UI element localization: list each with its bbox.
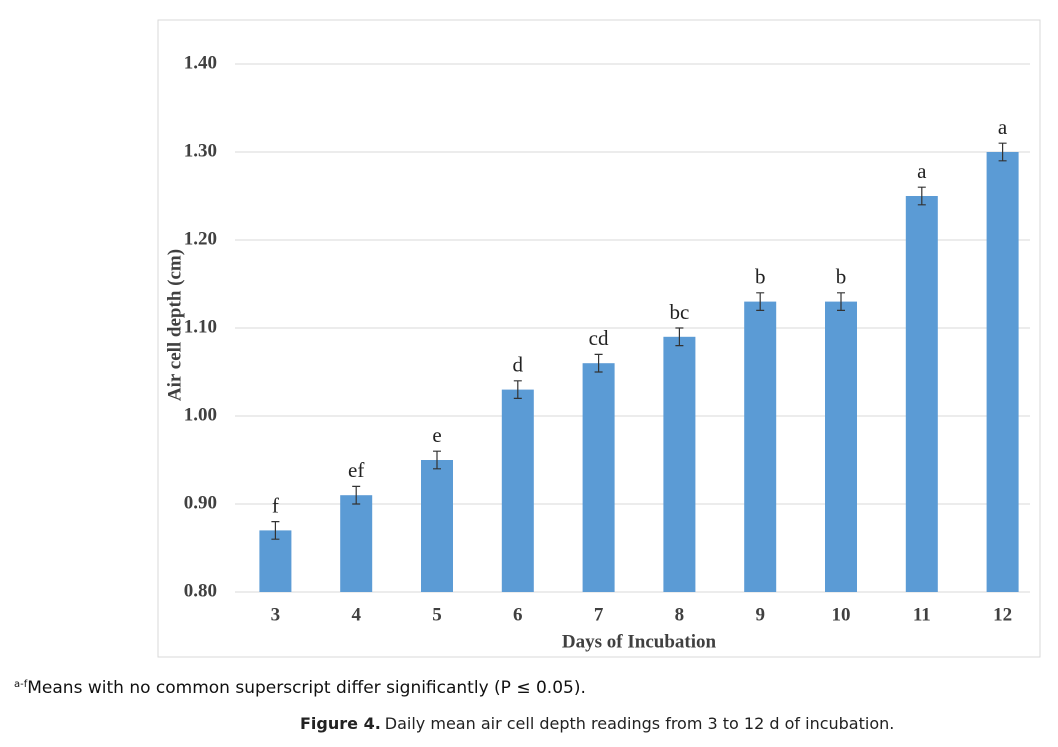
y-tick-label: 1.20 [184, 228, 217, 249]
x-tick-label: 4 [351, 604, 361, 625]
footnote-text: Means with no common superscript differ … [27, 678, 586, 698]
bar [421, 460, 453, 592]
caption-text: Daily mean air cell depth readings from … [384, 714, 895, 733]
error-bar [594, 353, 603, 373]
caption: Figure 4. Daily mean air cell depth readi… [300, 714, 894, 733]
x-tick-label: 7 [594, 604, 604, 625]
error-bar [513, 380, 522, 399]
error-bar [917, 186, 926, 206]
y-tick-label: 1.10 [184, 316, 217, 337]
error-bar [998, 142, 1007, 162]
x-axis-label: Days of Incubation [562, 631, 717, 652]
footnote: a-fMeans with no common superscript diff… [14, 678, 586, 698]
y-tick-label: 0.80 [184, 580, 217, 601]
chart-frame [157, 19, 1041, 658]
x-tick-label: 9 [755, 604, 765, 625]
significance-letter: bc [669, 300, 689, 324]
x-tick-label: 3 [271, 604, 281, 625]
y-tick-label: 0.90 [184, 492, 217, 513]
bar [825, 301, 857, 592]
x-tick-label: 11 [913, 604, 931, 625]
significance-letter: f [272, 493, 279, 517]
y-tick-label: 1.40 [184, 52, 217, 73]
bar [501, 389, 534, 592]
x-tick-label: 8 [675, 604, 685, 625]
error-bar [433, 450, 441, 470]
bar [744, 301, 777, 592]
error-bar [837, 292, 845, 311]
bar [582, 363, 615, 592]
x-tick-label: 6 [513, 604, 523, 625]
error-bar [271, 521, 280, 540]
significance-letter: a [917, 159, 927, 183]
x-tick-label: 10 [832, 604, 851, 625]
footnote-superscript: a-f [14, 679, 28, 690]
x-tick-label: 12 [993, 604, 1012, 625]
significance-letter: cd [589, 326, 609, 350]
bar [986, 152, 1019, 592]
chart: Air cell depth (cm) Days of Incubation 0… [157, 19, 1041, 658]
y-axis-label: Air cell depth (cm) [164, 249, 185, 401]
y-tick-label: 1.30 [184, 140, 217, 161]
x-tick-label: 5 [432, 604, 442, 625]
caption-label: Figure 4. [300, 714, 381, 733]
bar [259, 530, 292, 592]
error-bar [756, 292, 765, 311]
significance-letter: b [755, 265, 766, 289]
significance-letter: d [513, 353, 524, 377]
significance-letter: e [432, 423, 441, 447]
bar [905, 196, 938, 592]
error-bar [675, 327, 684, 347]
bar [663, 336, 696, 592]
significance-letter: a [998, 115, 1008, 139]
bar [340, 495, 373, 592]
significance-letter: ef [348, 458, 364, 482]
significance-letter: b [836, 265, 847, 289]
y-tick-label: 1.00 [184, 404, 217, 425]
error-bar [352, 485, 361, 505]
